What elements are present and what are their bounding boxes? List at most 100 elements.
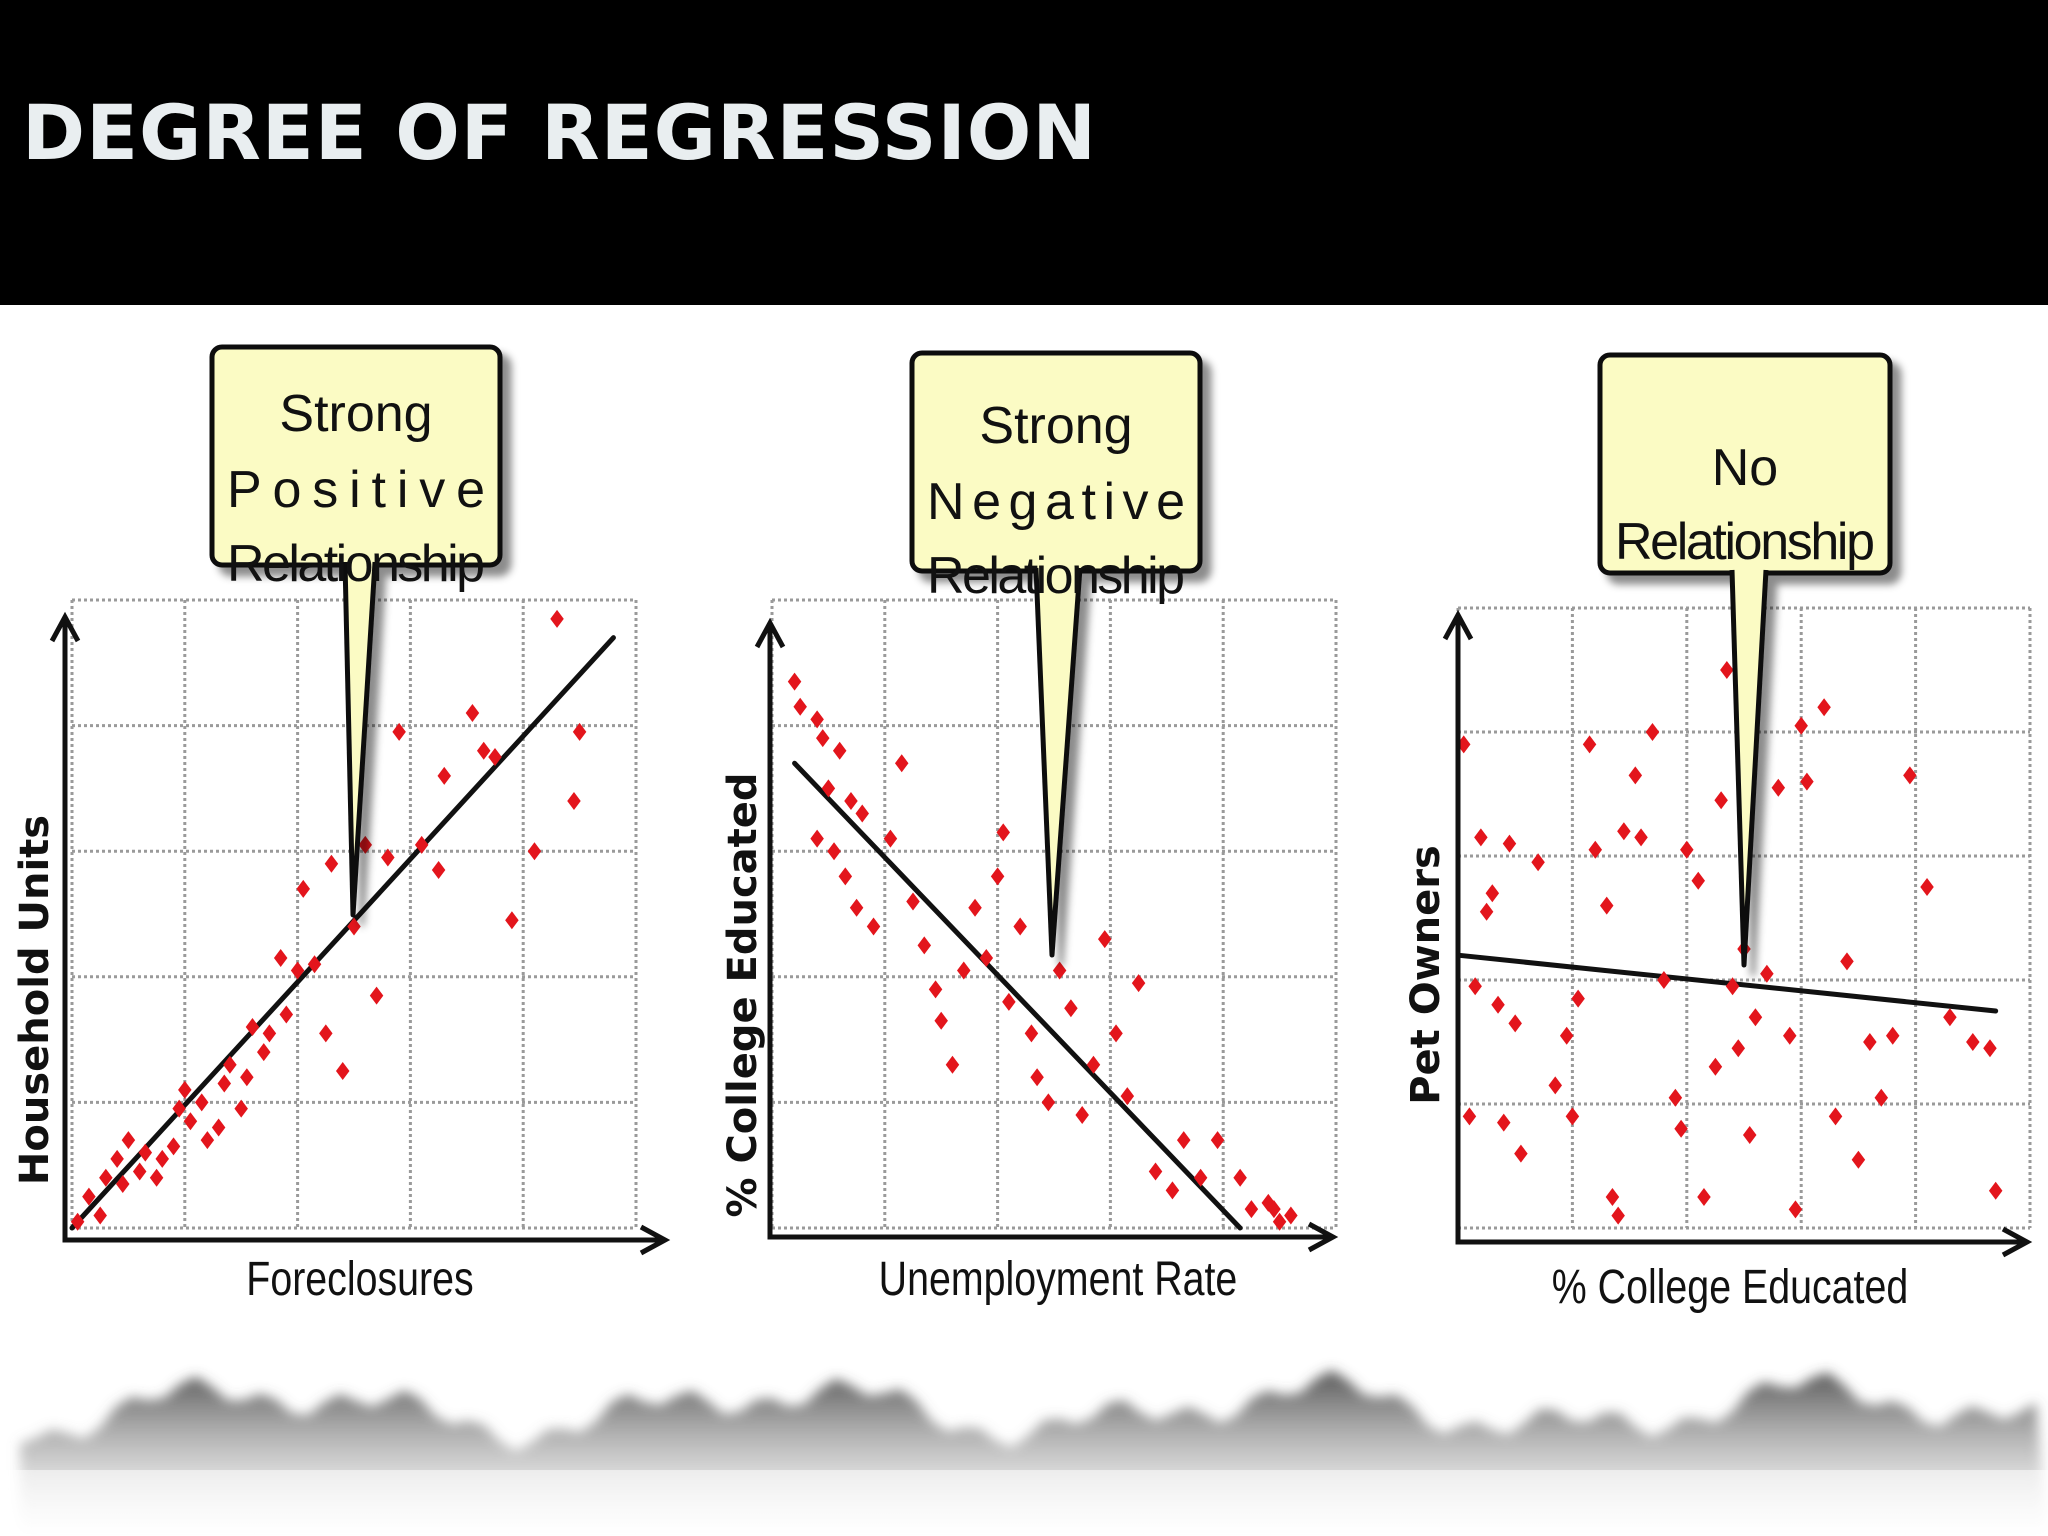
- data-point: [1714, 791, 1728, 810]
- trendline-segment: [792, 760, 1243, 1231]
- data-point: [1559, 1026, 1574, 1045]
- data-point: [1840, 952, 1854, 971]
- data-point: [347, 917, 361, 936]
- data-points: [1456, 661, 2003, 1225]
- data-point: [290, 961, 305, 980]
- axis-lines: [1455, 615, 2027, 1245]
- data-point: [1531, 853, 1545, 872]
- data-point: [1966, 1033, 1980, 1051]
- data-points: [787, 672, 1298, 1231]
- trendline-segment: [1455, 952, 1999, 1014]
- data-point: [172, 1099, 186, 1118]
- data-point: [116, 1175, 130, 1194]
- data-point: [1943, 1008, 1957, 1027]
- data-point: [273, 948, 288, 967]
- data-point: [1210, 1131, 1225, 1150]
- data-point: [883, 829, 898, 848]
- data-point: [1800, 772, 1814, 791]
- callout-text-line: No: [1712, 439, 1778, 497]
- data-point: [1233, 1168, 1247, 1187]
- x-axis-arrow: [639, 1224, 671, 1256]
- data-point: [832, 741, 847, 760]
- data-point: [550, 609, 564, 628]
- data-point: [1244, 1200, 1259, 1219]
- data-point: [917, 936, 932, 955]
- callout-text-line: Relationship: [927, 547, 1185, 605]
- data-point: [1725, 977, 1740, 996]
- data-point: [1691, 871, 1705, 890]
- data-point: [279, 1005, 294, 1024]
- callout-shape: [1597, 352, 1893, 968]
- data-point: [1674, 1119, 1688, 1138]
- data-point: [957, 961, 971, 980]
- callout-bubble: No Relationship: [1597, 352, 1893, 968]
- data-point: [1468, 977, 1482, 996]
- x-axis-label: % College Educated: [1552, 1260, 1909, 1314]
- data-point: [810, 710, 824, 729]
- data-point: [183, 1112, 198, 1131]
- callout-text-line: Relationship: [227, 535, 485, 593]
- data-point: [1086, 1055, 1101, 1074]
- data-point: [392, 722, 406, 741]
- data-point: [245, 1018, 260, 1037]
- data-point: [1024, 1024, 1039, 1043]
- data-point: [894, 754, 909, 773]
- data-point: [1851, 1150, 1866, 1169]
- data-point: [476, 741, 491, 760]
- data-point: [70, 1212, 85, 1231]
- data-point: [1680, 840, 1694, 859]
- data-point: [1748, 1008, 1763, 1027]
- y-axis-arrow: [754, 617, 786, 649]
- data-point: [262, 1024, 277, 1043]
- data-point: [1920, 878, 1934, 896]
- data-point: [1098, 930, 1112, 949]
- data-point: [866, 917, 881, 936]
- data-point: [99, 1168, 113, 1187]
- data-point: [121, 1131, 136, 1150]
- data-point: [816, 729, 830, 748]
- data-point: [1771, 778, 1786, 797]
- callout-shape: [909, 350, 1203, 958]
- data-point: [1657, 971, 1671, 989]
- data-point: [1565, 1107, 1580, 1126]
- data-point: [906, 892, 920, 911]
- scatter-panel-none: No Relationship % College Educated Pet Ow…: [1403, 352, 2033, 1314]
- data-point: [1491, 995, 1505, 1014]
- data-point: [844, 791, 858, 810]
- data-point: [335, 1062, 350, 1080]
- data-point: [787, 672, 802, 691]
- data-point: [810, 829, 824, 848]
- data-point: [381, 848, 395, 867]
- y-axis-arrow: [1442, 609, 1474, 641]
- data-point: [1588, 840, 1603, 859]
- data-point: [849, 898, 864, 917]
- data-point: [1165, 1181, 1180, 1200]
- data-point: [155, 1149, 169, 1168]
- axis-lines: [62, 617, 665, 1243]
- data-point: [1611, 1206, 1625, 1225]
- data-point: [324, 854, 339, 873]
- data-point: [1988, 1181, 2003, 1200]
- data-point: [149, 1168, 164, 1187]
- x-axis-arrow: [2001, 1226, 2033, 1258]
- data-point: [934, 1011, 948, 1030]
- data-point: [1903, 766, 1917, 785]
- data-point: [488, 748, 502, 766]
- slide-title: DEGREE OF REGRESSION: [22, 88, 1097, 177]
- data-point: [437, 766, 451, 785]
- plot-axes: [1442, 609, 2033, 1258]
- callout-text-line: Strong: [279, 385, 432, 443]
- data-point: [1267, 1200, 1281, 1219]
- data-point: [1874, 1088, 1889, 1107]
- data-point: [1272, 1212, 1287, 1231]
- data-point: [505, 911, 519, 930]
- data-point: [414, 835, 429, 854]
- data-point: [1817, 698, 1831, 717]
- data-point: [1582, 735, 1597, 754]
- data-point: [1109, 1024, 1123, 1043]
- x-axis-arrow: [1307, 1221, 1339, 1253]
- x-axis-label: Unemployment Rate: [879, 1252, 1238, 1306]
- data-point: [1863, 1033, 1877, 1051]
- data-point: [234, 1099, 248, 1118]
